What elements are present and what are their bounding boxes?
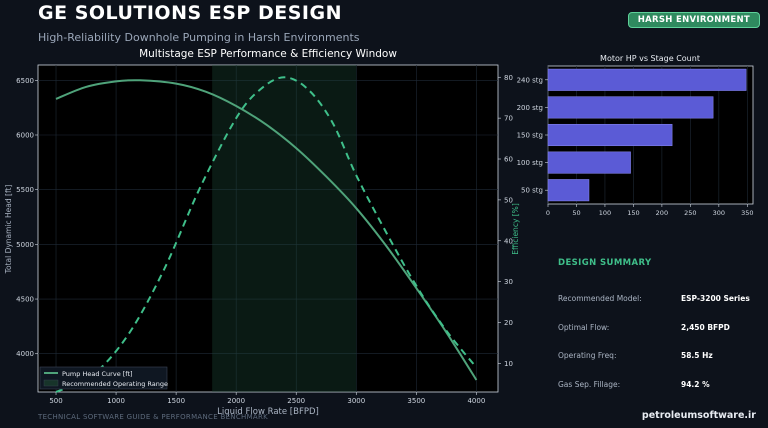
x-tick-label: 500 [49, 397, 62, 405]
summary-label: Operating Freq: [558, 351, 617, 360]
y2-tick-label: 80 [504, 74, 513, 82]
x-tick-label: 2500 [287, 397, 305, 405]
efficiency-curve-line [55, 76, 478, 393]
summary-value: ESP-3200 Series [681, 294, 750, 303]
y2-tick-label: 20 [504, 319, 513, 327]
recommended-range-band [212, 65, 357, 392]
head-curve-line [55, 79, 478, 381]
design-summary-title: DESIGN SUMMARY [558, 258, 652, 268]
y-tick-label: 6000 [16, 131, 34, 139]
environment-badge: HARSH ENVIRONMENT [627, 12, 760, 28]
summary-label: Recommended Model: [558, 294, 642, 303]
x-axis-label: Liquid Flow Rate [BFPD] [217, 407, 319, 417]
y-tick-label: 4000 [16, 350, 34, 358]
y2-tick-label: 30 [504, 278, 513, 286]
summary-row-flow: Optimal Flow: 2,450 BFPD [558, 323, 758, 335]
main-plot-area [37, 64, 499, 393]
footer-website: petroleumsoftware.ir [641, 410, 756, 421]
legend-label-head: Pump Head Curve [ft] [62, 370, 133, 378]
legend-swatch-range [43, 379, 59, 387]
x-tick-label: 1500 [167, 397, 185, 405]
y2-axis-label: Efficiency [%] [511, 203, 520, 255]
page-subtitle: High-Reliability Downhole Pumping in Har… [38, 31, 360, 44]
legend-box [39, 366, 168, 390]
summary-row-freq: Operating Freq: 58.5 Hz [558, 351, 758, 363]
legend-label-range: Recommended Operating Range [62, 380, 168, 388]
y-tick-label: 6500 [16, 77, 34, 85]
summary-value: 94.2 % [681, 380, 710, 389]
summary-label: Gas Sep. Fillage: [558, 380, 621, 389]
summary-label: Optimal Flow: [558, 323, 610, 332]
summary-value: 2,450 BFPD [681, 323, 730, 332]
summary-row-model: Recommended Model: ESP-3200 Series [558, 294, 758, 306]
summary-value: 58.5 Hz [681, 351, 713, 360]
y2-tick-label: 10 [504, 360, 513, 368]
y2-tick-label: 40 [504, 237, 513, 245]
x-tick-label: 4000 [467, 397, 485, 405]
x-tick-label: 1000 [107, 397, 125, 405]
x-tick-label: 3500 [407, 397, 425, 405]
y2-tick-label: 50 [504, 196, 513, 204]
y-tick-label: 5500 [16, 186, 34, 194]
y-axis-label: Total Dynamic Head [ft] [4, 185, 13, 275]
footer-caption: TECHNICAL SOFTWARE GUIDE & PERFORMANCE B… [38, 413, 269, 421]
x-tick-label: 3000 [347, 397, 365, 405]
legend: Pump Head Curve [ft] Recommended Operati… [39, 366, 168, 390]
y2-tick-label: 60 [504, 156, 513, 164]
y2-tick-label: 70 [504, 115, 513, 123]
page-title: GE SOLUTIONS ESP DESIGN [38, 2, 342, 24]
y-tick-label: 5000 [16, 241, 34, 249]
summary-row-fillage: Gas Sep. Fillage: 94.2 % [558, 380, 758, 392]
x-tick-label: 2000 [227, 397, 245, 405]
main-chart-title: Multistage ESP Performance & Efficiency … [139, 48, 397, 60]
y-tick-label: 4500 [16, 296, 34, 304]
